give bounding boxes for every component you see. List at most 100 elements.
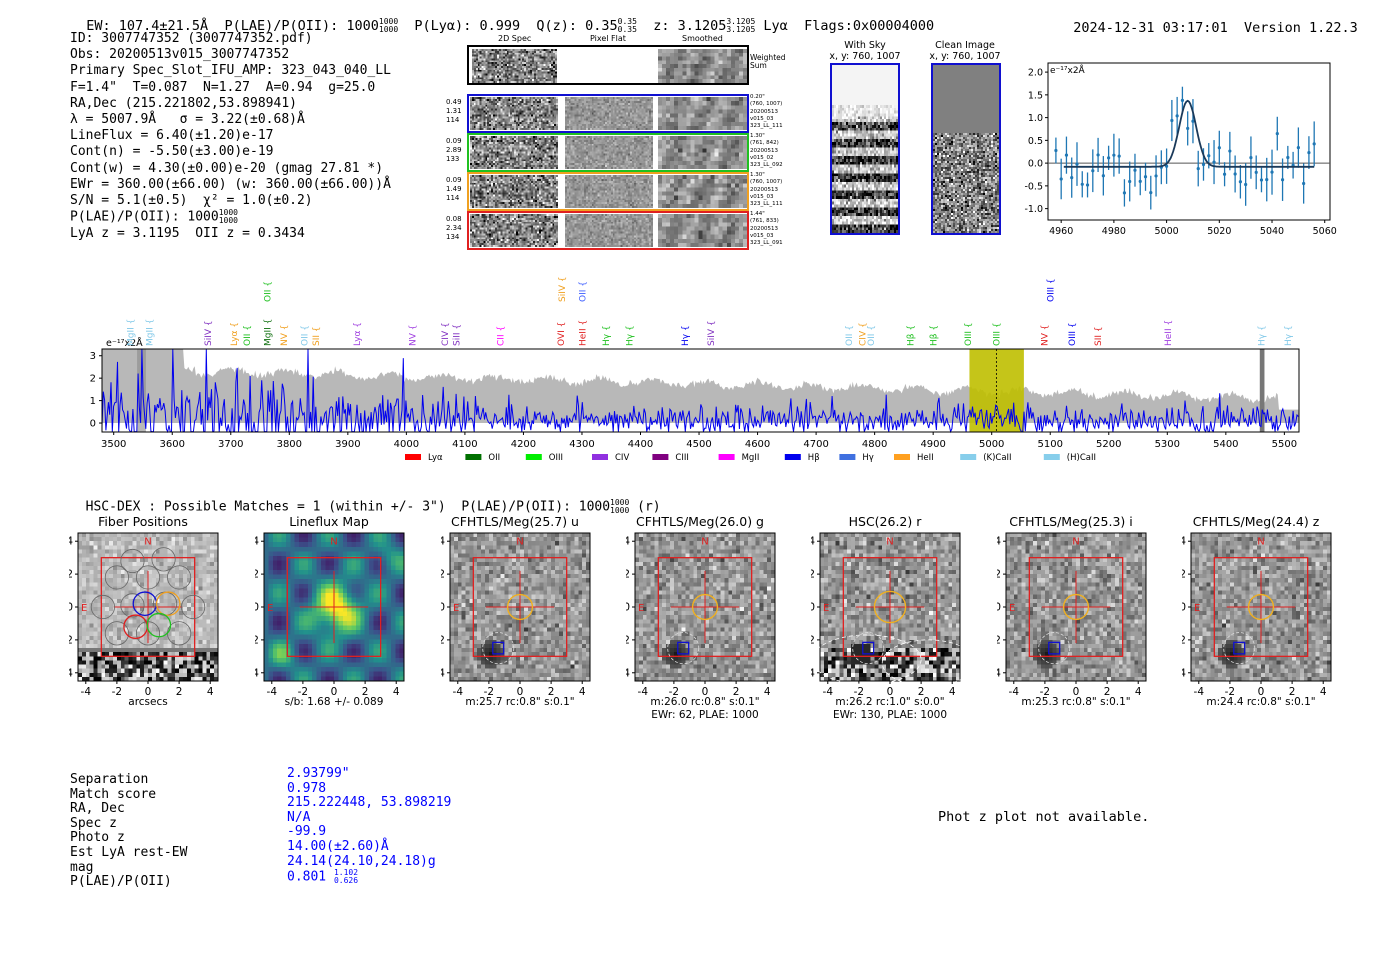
version: Version 1.22.3 [1243, 20, 1358, 36]
y-tick-label: -4 [255, 667, 259, 679]
zoom-point [1180, 98, 1185, 102]
label-separation: Separation [70, 772, 149, 787]
emission-line-text: MgII { [127, 319, 137, 346]
info-obs: Obs: 20200513v015_3007747352 [70, 47, 290, 63]
zoom-point [1207, 154, 1211, 158]
zoom-point [1170, 118, 1174, 123]
weighted-2dspec [472, 49, 557, 83]
spectrum-x-tick-label: 5200 [1096, 439, 1121, 450]
emission-line-text: NV { [280, 325, 290, 346]
zoom-unit-label: e⁻¹⁷x2Å [1050, 64, 1086, 76]
emission-line-text: SiII { [453, 324, 463, 346]
spec2d-row-meta: 1.30" (761, 842) 20200513 v015_02 323_LL_092 [750, 133, 805, 169]
emission-line-label: MgII { [264, 319, 274, 346]
info-ewr: EWr = 360.00(±66.00) (w: 360.00(±66.00))… [70, 176, 391, 192]
spec2d-row-meta-line: (761, 842) [750, 140, 779, 147]
spec2d-row-num: 114 [446, 194, 460, 202]
cutout-image: 4 2 0 -2 -4 -4 -2 0 2 4 N E [69, 532, 219, 698]
counterpart-ellipse [667, 632, 700, 665]
counterpart-box [1048, 641, 1061, 655]
legend-label: Hγ [862, 453, 873, 463]
zoom-point [1280, 178, 1285, 182]
zoom-point [1265, 177, 1269, 182]
zoom-point [1212, 160, 1216, 164]
counterpart-ellipse [1223, 632, 1256, 665]
zoom-point [1270, 170, 1274, 174]
x-tick-label: 0 [887, 686, 894, 698]
cutout-subtitle: m:25.7 rc:0.8" s:0.1" [465, 696, 575, 708]
emission-line-text: NV { [409, 325, 419, 346]
cutout-title: HSC(26.2) r [848, 514, 922, 529]
label-mag: mag [70, 859, 94, 875]
emission-line-label: OVI { [557, 322, 567, 346]
photz-message: Phot z plot not available. [938, 809, 1150, 825]
legend-label: (H)CaII [1067, 453, 1096, 463]
value-lya-ew: 14.00(±2.60)Å [287, 838, 389, 854]
spec2d-row-nums: 0.08 2.34 134 [446, 215, 466, 242]
spectrum-x-tick-label: 3900 [335, 439, 360, 450]
y-tick-label: -4 [1182, 667, 1186, 679]
ew-value: 107.4±21.5Å [118, 18, 209, 34]
x-tick-label: -2 [854, 686, 864, 698]
zoom-point [1117, 154, 1121, 158]
emission-line-label: NV { [280, 325, 290, 346]
emission-line-label: SiIV { [558, 276, 568, 302]
x-tick-label: 0 [702, 686, 709, 698]
fiber-circle-green [146, 612, 172, 638]
y-tick-label: -4 [811, 667, 815, 679]
x-tick-label: 4 [1135, 686, 1142, 698]
spec2d-row-num: 0.49 [446, 98, 462, 106]
cutout-subtitle: s/b: 1.68 +/- 0.089 [284, 696, 384, 708]
legend-swatch [960, 454, 977, 460]
x-tick-label: 4 [764, 686, 771, 698]
counterpart-ellipse [1038, 632, 1071, 665]
aperture-box [472, 557, 568, 657]
fiber-circle-orange [155, 591, 181, 617]
legend-swatch [839, 454, 856, 460]
x-tick-label: 0 [1258, 686, 1265, 698]
emission-line-label: Lyα { [230, 322, 240, 346]
x-tick-label: 2 [362, 686, 369, 698]
zoom-point [1080, 182, 1084, 186]
zoom-line-plot: 2.0 1.5 1.0 0.5 0.0 -0.5 -1.0 4960 4980 5000 5020 5… [1024, 62, 1337, 235]
match-circle [506, 593, 534, 621]
spectrum-x-tick-label: 3500 [101, 439, 126, 450]
label-spec-z: Spec z [70, 815, 117, 831]
spectrum-x-tick-label: 5500 [1272, 439, 1297, 450]
y-tick-label: -4 [626, 667, 630, 679]
zoom-point [1138, 179, 1142, 183]
legend-swatch [784, 454, 801, 460]
qz-frac: 0.35 0.35 [617, 17, 637, 34]
emission-line-label: OII { [845, 325, 855, 346]
spectrum-axes-frame [101, 348, 1300, 433]
hsc-aperture-ellipse [881, 639, 976, 687]
info-slot: Primary Spec_Slot_IFU_AMP: 323_043_040_L… [70, 63, 391, 79]
spec2d-row-num: 1.31 [446, 107, 462, 115]
header-bar: EW: 107.4±21.5Å P(LAE)/P(OII): 1000 1000 1… [70, 2, 934, 35]
emission-line-text: Hβ { [906, 325, 916, 346]
emission-line-text: OIII { [1068, 322, 1078, 346]
zoom-point [1201, 162, 1206, 167]
zoom-point [1286, 155, 1290, 160]
cutout-subtitle: m:26.2 rc:1.0" s:0.0" [835, 696, 945, 708]
x-tick-label: -2 [669, 686, 679, 698]
spectrum-x-tick-label: 5000 [979, 439, 1004, 450]
emission-line-text: OII { [845, 325, 855, 346]
zoom-point [1085, 183, 1090, 187]
emission-line-label: CIV { [858, 322, 868, 346]
north-label: N [330, 537, 337, 548]
aperture-box [842, 557, 938, 657]
emission-line-label: Hγ { [1258, 325, 1268, 346]
legend-label: HeII [917, 453, 934, 463]
emission-line-text: OVI { [557, 322, 567, 346]
match-table-labels: Separation Match score RA, Dec Spec z Ph… [70, 772, 187, 890]
spectrum-x-tick-label: 4500 [686, 439, 711, 450]
zoom-point [1096, 153, 1100, 157]
x-tick-label: -2 [298, 686, 308, 698]
qz-label: Q(z): [536, 18, 586, 34]
fiber-circle [104, 621, 129, 646]
zoom-point [1175, 114, 1179, 118]
x-tick-label: 2 [548, 686, 555, 698]
y-tick-label: 4 [255, 536, 259, 548]
timestamp: 2024-12-31 03:17:01 Version 1.22.3 [1073, 20, 1358, 36]
